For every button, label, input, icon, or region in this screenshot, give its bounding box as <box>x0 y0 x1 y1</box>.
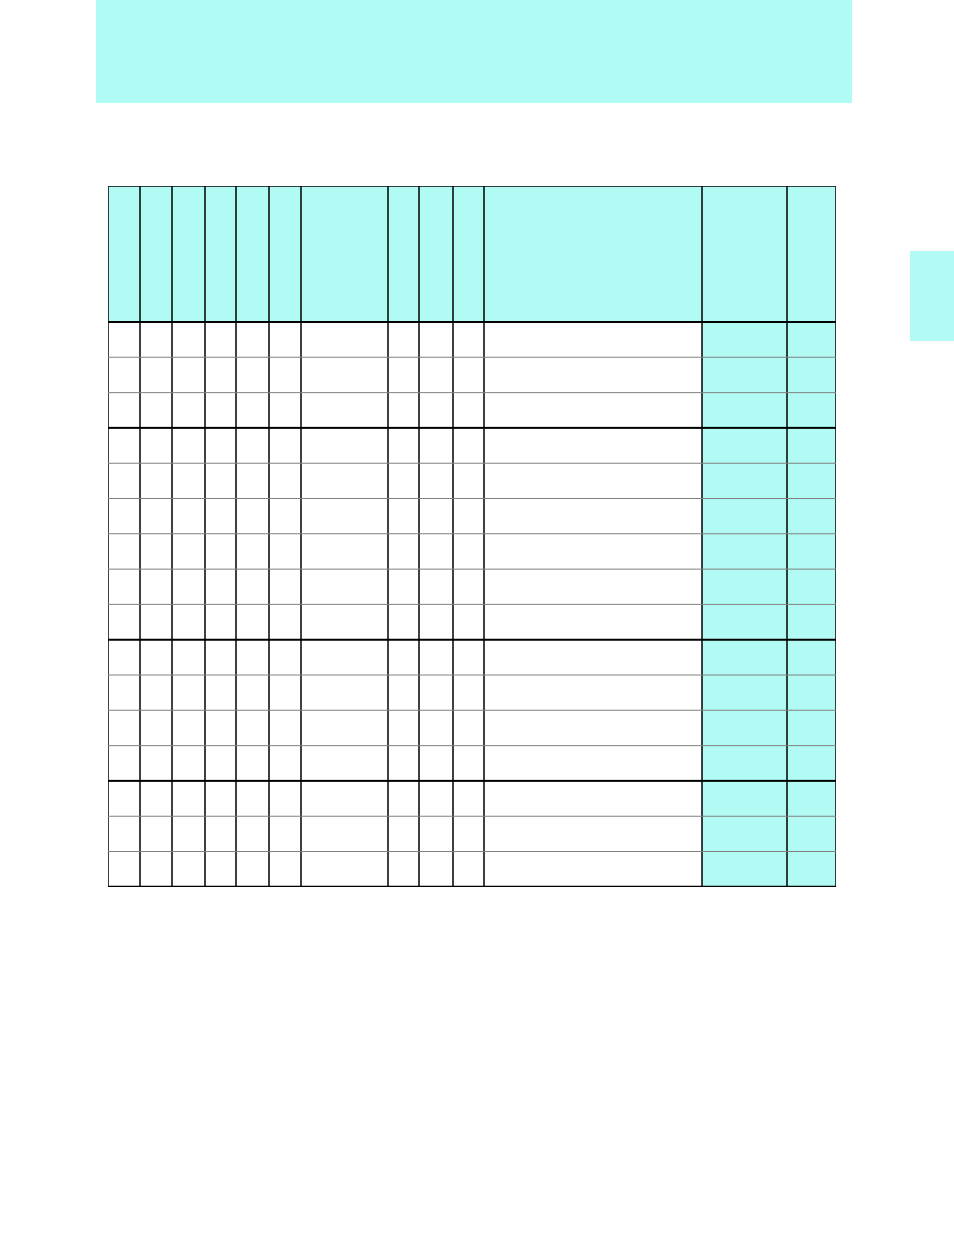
highlight-section-3 <box>702 781 787 887</box>
data-table <box>108 186 836 887</box>
table-header-band <box>108 186 836 322</box>
side-tab <box>910 251 954 341</box>
header-banner <box>96 0 852 103</box>
page-canvas <box>0 0 954 1235</box>
highlight-section-0 <box>702 322 787 428</box>
